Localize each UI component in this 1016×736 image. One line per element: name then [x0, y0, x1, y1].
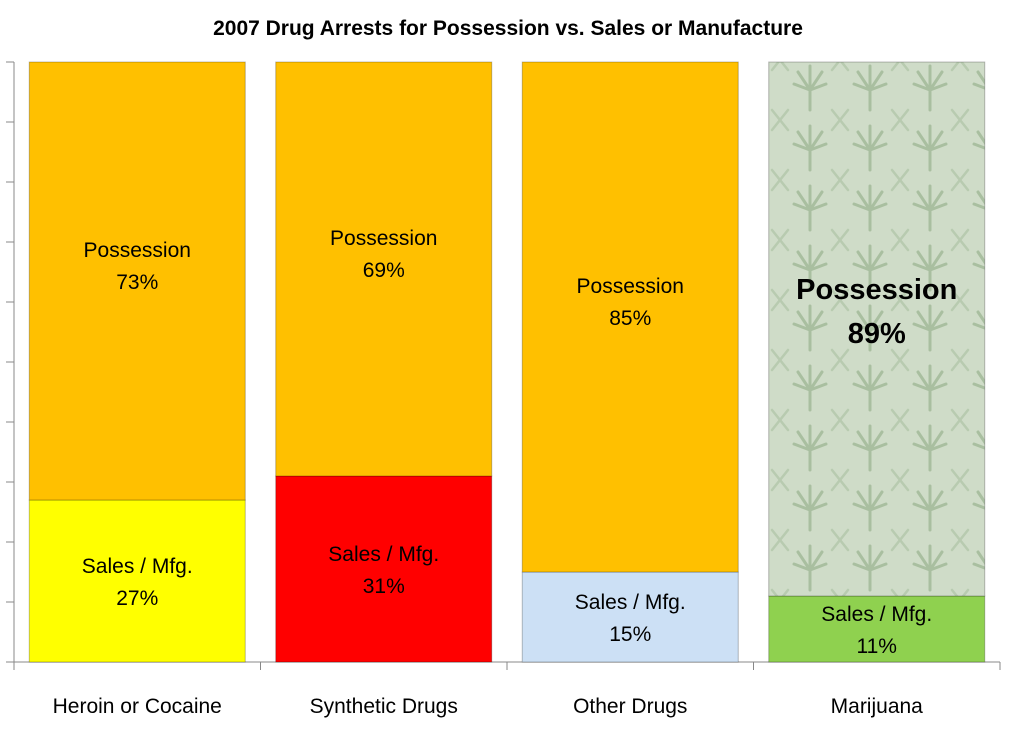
- chart-title: 2007 Drug Arrests for Possession vs. Sal…: [213, 17, 803, 40]
- possession-value-label: 73%: [116, 271, 158, 294]
- possession-label: Possession: [84, 239, 191, 262]
- bar-sales-3: [768, 595, 986, 663]
- bar-possession-1: [275, 61, 493, 477]
- sales-value-label: 11%: [857, 635, 897, 658]
- sales-label: Sales / Mfg.: [82, 555, 193, 578]
- sales-label: Sales / Mfg.: [328, 543, 439, 566]
- x-tick-label: Heroin or Cocaine: [53, 695, 222, 718]
- bars-layer: [28, 61, 986, 663]
- sales-label: Sales / Mfg.: [575, 591, 686, 614]
- sales-value-label: 27%: [116, 587, 158, 610]
- x-tick-label: Marijuana: [831, 695, 924, 718]
- possession-label: Possession: [330, 227, 437, 250]
- possession-value-label: 85%: [609, 307, 651, 330]
- x-tick-label: Synthetic Drugs: [310, 695, 458, 718]
- sales-value-label: 15%: [609, 623, 651, 646]
- x-tick-label: Other Drugs: [573, 695, 687, 718]
- sales-label: Sales / Mfg.: [821, 603, 932, 626]
- possession-label: Possession: [796, 274, 957, 306]
- possession-value-label: 89%: [848, 318, 906, 350]
- sales-value-label: 31%: [363, 575, 405, 598]
- possession-label: Possession: [577, 275, 684, 298]
- bar-possession-3: [768, 61, 986, 597]
- bar-possession-0: [28, 61, 246, 501]
- possession-value-label: 69%: [363, 259, 405, 282]
- bar-sales-2: [521, 571, 739, 663]
- bar-possession-2: [521, 61, 739, 573]
- labels-layer: Possession 73% Sales / Mfg. 27% Heroin or Co…: [53, 227, 958, 718]
- bar-sales-0: [28, 499, 246, 663]
- bar-sales-1: [275, 475, 493, 663]
